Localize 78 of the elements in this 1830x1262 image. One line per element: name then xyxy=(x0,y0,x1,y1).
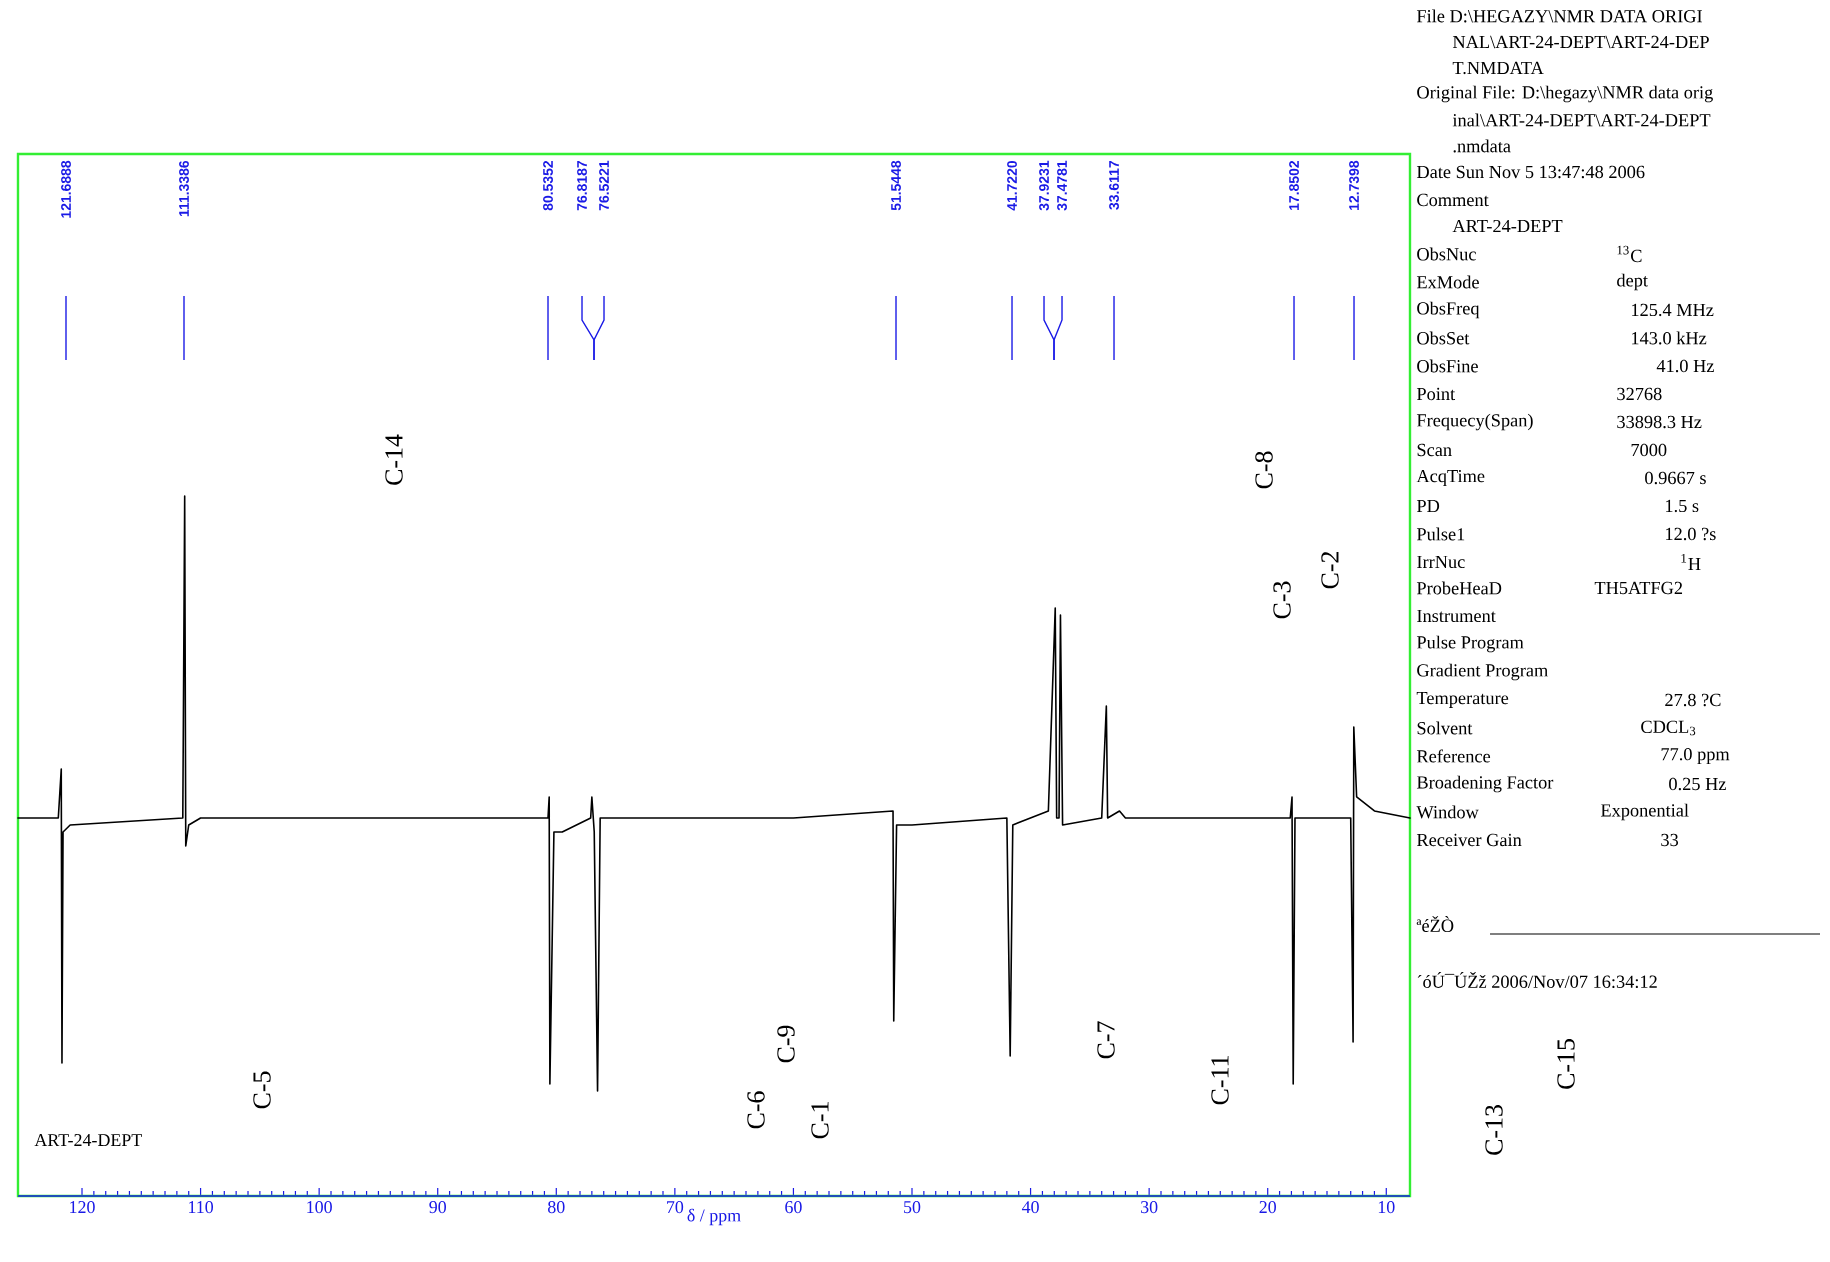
text: PD xyxy=(1416,499,1440,513)
text: Frequecy(Span) xyxy=(1416,413,1533,431)
text: NAL\ART-24-DEPT\ART-24-DEP xyxy=(1452,35,1709,49)
text: 77.0 ppm xyxy=(1661,747,1730,765)
text: 33 xyxy=(1661,833,1679,847)
text: $^{13}$C xyxy=(1617,245,1642,263)
text: Receiver Gain xyxy=(1416,833,1522,847)
x-tick-label: 10 xyxy=(1378,1201,1395,1214)
x-tick-label: 40 xyxy=(1021,1201,1039,1214)
text: Exponential xyxy=(1600,803,1689,821)
text: 125.4 MHz xyxy=(1632,303,1714,317)
text: Temperature xyxy=(1416,692,1509,708)
text: ObsFine xyxy=(1417,359,1478,373)
text: Point xyxy=(1416,387,1456,401)
text: 33898.3 Hz xyxy=(1617,415,1702,429)
annotation: C-5 xyxy=(253,1071,271,1109)
annotation: C-7 xyxy=(1097,1021,1115,1059)
text: AcqTime xyxy=(1416,469,1485,487)
text: Instrument xyxy=(1417,609,1496,623)
annotation: ART-24-DEPT xyxy=(34,1134,142,1146)
text: 0.9667 s xyxy=(1645,471,1706,485)
text: inal\ART-24-DEPT\ART-24-DEPT xyxy=(1452,113,1711,127)
text: ExMode xyxy=(1416,275,1479,289)
text: CDCL$_{3}$ xyxy=(1641,720,1696,736)
text: Date Sun Nov 5 13:47:48 2006 xyxy=(1416,165,1645,179)
x-tick-label: 100 xyxy=(307,1201,332,1214)
x-tick-label: 90 xyxy=(429,1201,446,1214)
text: Scan xyxy=(1417,443,1452,457)
text: IrrNuc xyxy=(1417,555,1465,569)
text: C-14 xyxy=(385,434,403,485)
text: C-15 xyxy=(1557,1039,1575,1089)
text: 7000 xyxy=(1631,443,1667,457)
annotation: C-3 xyxy=(1273,581,1291,619)
text: .nmdata xyxy=(1453,139,1511,153)
text: ObsFreq xyxy=(1417,301,1480,319)
text: T.NMDATA xyxy=(1452,61,1544,75)
text: Reference xyxy=(1416,749,1491,763)
annotation: C-9 xyxy=(777,1025,795,1063)
x-tick-label: 110 xyxy=(189,1201,214,1214)
x-tick-label: 20 xyxy=(1259,1201,1276,1214)
annotation: C-1 xyxy=(811,1102,829,1139)
x-tick-label: 120 xyxy=(70,1201,95,1214)
text: Window xyxy=(1416,805,1479,819)
text: 0.25 Hz xyxy=(1669,777,1726,791)
text: Gradient Program xyxy=(1417,663,1548,681)
text: C-13 xyxy=(1485,1105,1503,1155)
x-tick-label: 70 xyxy=(667,1201,684,1214)
text: ProbeHeaD xyxy=(1416,581,1502,595)
text: Broadening Factor xyxy=(1416,775,1554,793)
x-axis-title: δ / ppm xyxy=(687,1208,741,1226)
text: 27.8 ?C xyxy=(1665,693,1721,707)
text: TH5ATFG2 xyxy=(1594,581,1683,595)
x-tick-label: 50 xyxy=(904,1201,921,1214)
text: ObsNuc xyxy=(1417,247,1476,261)
text: ´óÚ¯ÚŽž 2006/Nov/07 16:34:12 xyxy=(1417,971,1657,988)
text: 143.0 kHz xyxy=(1632,331,1707,345)
text: Comment xyxy=(1417,193,1489,207)
x-tick-label: 30 xyxy=(1141,1201,1158,1214)
text: Pulse1 xyxy=(1416,527,1465,541)
text: Solvent xyxy=(1417,721,1473,735)
x-tick-label: 80 xyxy=(548,1201,565,1214)
annotation: C-6 xyxy=(747,1091,765,1129)
annotation: C-11 xyxy=(1211,1056,1229,1105)
text: 32768 xyxy=(1617,387,1662,401)
text: $^{1}$H xyxy=(1681,553,1701,571)
text: 12.0 ?s xyxy=(1666,527,1716,541)
text: dept xyxy=(1617,273,1648,291)
text: Original File: D:\hegazy\NMR data orig xyxy=(1417,85,1713,103)
x-tick-label: 60 xyxy=(785,1201,802,1214)
text: C-8 xyxy=(1255,451,1273,489)
text: File D:\HEGAZY\NMR DATA ORIGI xyxy=(1416,9,1702,23)
text: 41.0 Hz xyxy=(1656,359,1714,373)
text: Pulse Program xyxy=(1416,635,1524,653)
annotation: C-2 xyxy=(1321,551,1339,589)
text: ObsSet xyxy=(1417,331,1470,345)
text: ªéŽÒ xyxy=(1416,916,1454,932)
text: ART-24-DEPT xyxy=(1452,219,1563,233)
text: 1.5 s xyxy=(1666,499,1699,513)
